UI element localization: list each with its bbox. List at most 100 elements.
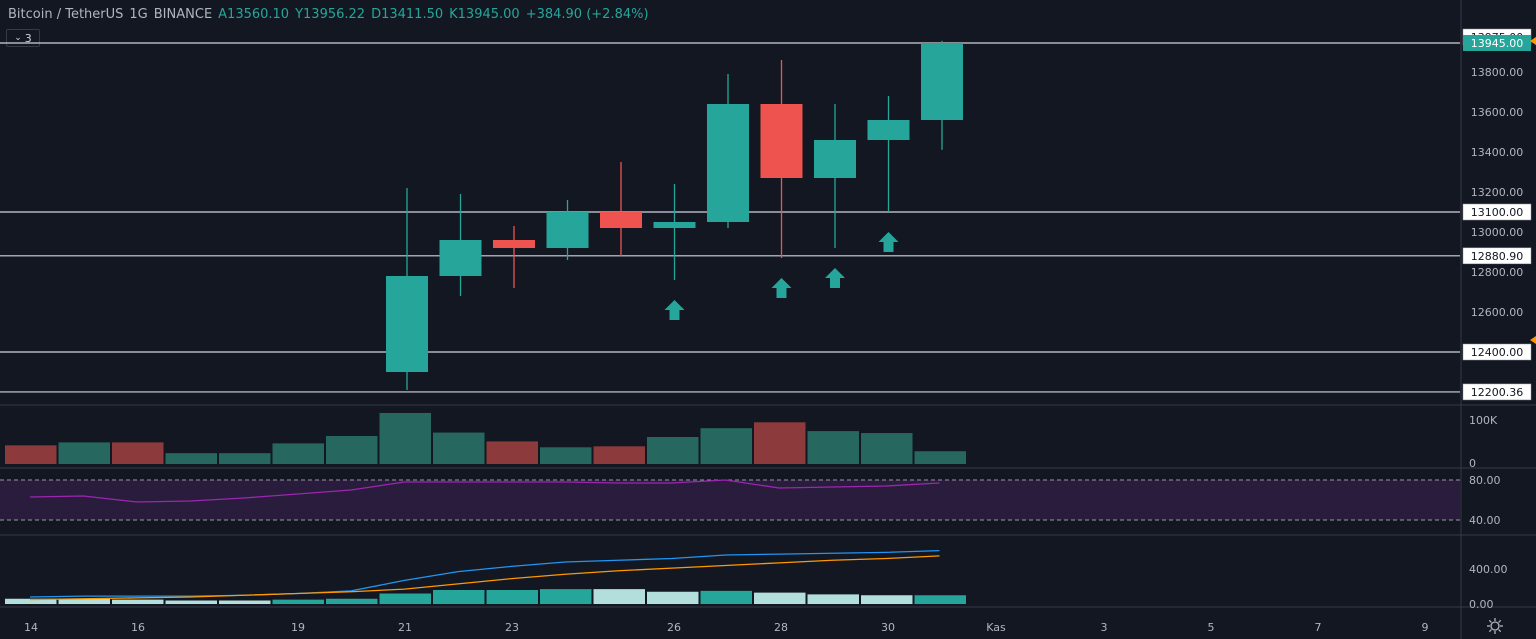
chevron-down-icon: ⌄ [14, 33, 22, 43]
volume-bar [700, 428, 752, 464]
volume-bar [433, 432, 485, 464]
oscillator-bar [807, 594, 859, 604]
oscillator-bar [486, 590, 538, 604]
oscillator-bar [165, 600, 217, 604]
candle-body [814, 140, 856, 178]
oscillator-tick-label: 0.00 [1469, 598, 1494, 611]
open-value: A13560.10 [218, 6, 290, 22]
oscillator-bar [754, 592, 806, 604]
symbol-name[interactable]: Bitcoin / TetherUS [8, 6, 124, 22]
price-tick-label: 13200.00 [1471, 186, 1524, 199]
volume-bar [219, 453, 271, 464]
oscillator-bar [379, 593, 431, 604]
chart-legend: Bitcoin / TetherUS 1G BINANCE A13560.10 … [8, 5, 649, 23]
axes: 13975.0013800.0013600.0013400.0013200.00… [24, 28, 1536, 634]
rsi-band [0, 480, 1460, 520]
price-tag-box [1462, 383, 1532, 401]
high-value: Y13956.22 [295, 6, 366, 22]
price-tick-label: 13800.00 [1471, 66, 1524, 79]
oscillator-bar [112, 599, 164, 604]
time-tick-label: 14 [24, 621, 38, 634]
candle-body [867, 120, 910, 140]
candle-body [386, 276, 428, 372]
volume-bar [58, 442, 110, 464]
rsi-tick-label: 40.00 [1469, 514, 1501, 527]
oscillator-bar [219, 600, 271, 604]
volume-bar [486, 441, 538, 464]
current-price-label: 13945.00 [1471, 37, 1524, 50]
close-value: K13945.00 [449, 6, 520, 22]
oscillator-bar [433, 590, 485, 604]
up-arrow-marker [771, 278, 792, 298]
oscillator-bar [700, 590, 752, 604]
time-tick-label: 5 [1208, 621, 1215, 634]
interval-label[interactable]: 1G [129, 6, 148, 22]
candle-body [600, 212, 642, 228]
time-tick-label: 3 [1101, 621, 1108, 634]
alert-marker [1530, 336, 1536, 344]
candle-body [921, 43, 963, 120]
oscillator-bar [540, 589, 592, 604]
volume-bar [272, 443, 324, 464]
oscillator-bar [58, 598, 110, 604]
up-arrow-marker [825, 268, 845, 288]
time-tick-label: 19 [291, 621, 305, 634]
candle-body [546, 212, 589, 248]
candle-body [493, 240, 535, 248]
volume-bar [861, 433, 913, 464]
volume-bar [754, 422, 806, 464]
arrow-markers[interactable] [664, 232, 899, 320]
price-tick-label: 13400.00 [1471, 146, 1524, 159]
price-tick-label: 12600.00 [1471, 306, 1524, 319]
volume-bar [326, 436, 378, 464]
time-tick-label: 16 [131, 621, 145, 634]
price-tag-label: 12880.90 [1471, 250, 1524, 263]
oscillator-bar [647, 591, 699, 604]
price-tag-label: 12400.00 [1471, 346, 1524, 359]
volume-bar [914, 451, 966, 464]
time-tick-label: 23 [505, 621, 519, 634]
oscillator-bar [5, 598, 57, 604]
volume-bar [540, 447, 592, 464]
time-tick-label: 7 [1315, 621, 1322, 634]
indicator-count: 3 [24, 31, 32, 45]
oscillator-bar [914, 595, 966, 604]
up-arrow-marker [664, 300, 685, 320]
candle-body [760, 104, 803, 178]
oscillator-pane [5, 549, 966, 604]
volume-tick-label: 100K [1469, 414, 1498, 427]
up-arrow-marker [878, 232, 899, 252]
oscillator-bar [326, 598, 378, 604]
candles[interactable] [386, 40, 963, 390]
price-tag-box [1462, 203, 1532, 221]
time-tick-label: 26 [667, 621, 681, 634]
volume-bar [5, 445, 57, 464]
oscillator-bar [593, 589, 645, 604]
exchange-label: BINANCE [153, 6, 213, 22]
indicators-toggle-button[interactable]: ⌄ 3 [6, 29, 40, 47]
oscillator-tick-label: 400.00 [1469, 563, 1508, 576]
time-tick-label: 28 [774, 621, 788, 634]
rsi-line [29, 479, 940, 503]
price-tick-label: 12800.00 [1471, 266, 1524, 279]
volume-bar [593, 446, 645, 464]
time-tick-label: 21 [398, 621, 412, 634]
price-tick-label: 13600.00 [1471, 106, 1524, 119]
alert-marker [1530, 37, 1536, 45]
candle-body [653, 222, 696, 228]
current-price-tag [1463, 35, 1531, 51]
settings-gear-icon[interactable] [1486, 617, 1504, 635]
candle-body [707, 104, 749, 222]
price-tag-label: 13100.00 [1471, 206, 1524, 219]
volume-bar [379, 412, 431, 464]
candle-body [439, 240, 482, 276]
rsi-tick-label: 80.00 [1469, 474, 1501, 487]
ma-slow-line [29, 555, 940, 601]
price-tag-box [1462, 343, 1532, 361]
price-tick-label: 13000.00 [1471, 226, 1524, 239]
oscillator-bar [861, 595, 913, 604]
ma-fast-line [29, 549, 940, 598]
low-value: D13411.50 [371, 6, 444, 22]
